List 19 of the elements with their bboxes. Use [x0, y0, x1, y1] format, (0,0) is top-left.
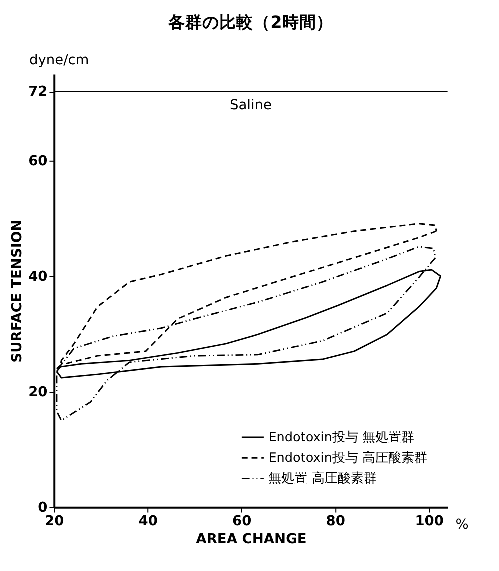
text: dyne/cm: [30, 52, 90, 68]
y-tick-label: 0: [38, 500, 48, 516]
legend-label: Endotoxin投与 無処置群: [268, 430, 415, 446]
y-tick-label: 20: [28, 384, 48, 400]
text: %: [456, 517, 469, 534]
legend-label: Endotoxin投与 高圧酸素群: [268, 450, 428, 466]
legend-label: 無処置 高圧酸素群: [268, 470, 377, 487]
y-tick-label: 72: [28, 84, 48, 100]
x-tick-label: 100: [415, 514, 444, 530]
x-tick-label: 20: [45, 514, 64, 530]
x-tick-label: 60: [232, 514, 252, 530]
y-axis-title: SURFACE TENSION: [10, 220, 26, 363]
x-axis-title: AREA CHANGE: [196, 531, 307, 548]
chart-title: 各群の比較（2時間）: [168, 12, 334, 32]
x-tick-label: 80: [326, 514, 346, 530]
ref-line-label: Saline: [230, 97, 272, 114]
y-tick-label: 40: [28, 268, 48, 285]
y-tick-label: 60: [28, 153, 48, 170]
x-tick-label: 40: [138, 514, 158, 530]
